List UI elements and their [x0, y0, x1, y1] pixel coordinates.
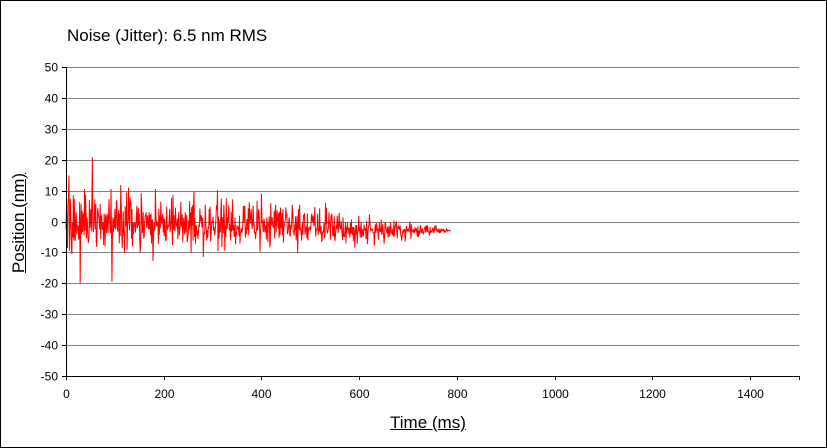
x-tick-label: 1400 — [737, 387, 764, 401]
y-tick-label: -20 — [41, 277, 59, 291]
y-tick-label: 50 — [45, 61, 59, 75]
x-tick-label: 1000 — [542, 387, 569, 401]
x-tick-label: 1200 — [639, 387, 666, 401]
y-tick-label: 10 — [45, 185, 59, 199]
x-tick-label: 600 — [349, 387, 369, 401]
y-tick-label: 0 — [51, 216, 58, 230]
x-axis-label: Time (ms) — [390, 413, 466, 432]
y-tick-label: -10 — [41, 246, 59, 260]
x-tick-label: 800 — [447, 387, 467, 401]
y-tick-label: 20 — [45, 154, 59, 168]
x-tick-label: 0 — [63, 387, 70, 401]
x-tick-label: 200 — [154, 387, 174, 401]
y-tick-label: -40 — [41, 339, 59, 353]
x-tick-label: 400 — [251, 387, 271, 401]
y-tick-label: -50 — [41, 370, 59, 384]
y-tick-label: -30 — [41, 308, 59, 322]
y-tick-label: 40 — [45, 92, 59, 106]
chart-title: Noise (Jitter): 6.5 nm RMS — [67, 26, 268, 45]
series-line — [65, 157, 452, 284]
y-tick-label: 30 — [45, 123, 59, 137]
